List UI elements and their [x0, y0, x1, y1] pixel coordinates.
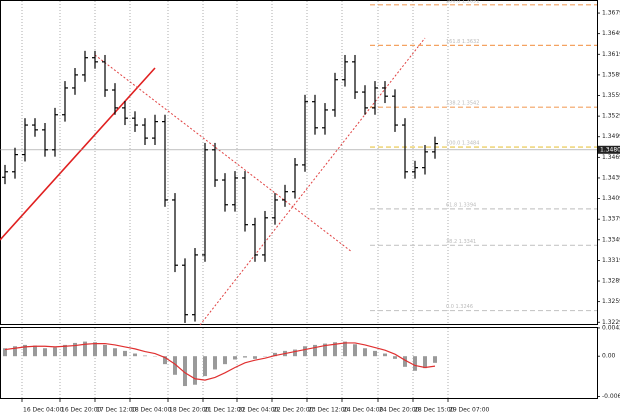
trend-line — [0, 67, 156, 241]
histogram-bar — [173, 356, 177, 375]
bid-box — [598, 145, 620, 154]
x-tick-label: 17 Dec 12:00 — [96, 407, 137, 414]
y-tick-label: 1.3649 — [602, 30, 620, 37]
histogram-bar — [353, 344, 357, 357]
y-tick-label: 1.3439 — [602, 174, 620, 181]
histogram-bar — [223, 356, 227, 365]
histogram-bar — [313, 344, 317, 357]
histogram-bar — [413, 356, 417, 371]
x-tick-label: 24 Dec 20:00 — [379, 407, 420, 414]
histogram-bar — [23, 344, 27, 357]
price-pane — [0, 0, 598, 325]
histogram-bar — [423, 356, 427, 369]
y-tick-label: 1.3589 — [602, 71, 620, 78]
histogram-bar — [393, 356, 397, 359]
fib-label: 200.0 1.3691 — [446, 0, 479, 4]
histogram-bar — [163, 356, 167, 365]
y-tick-label: 1.3499 — [602, 133, 620, 140]
x-tick-label: 18 Dec 20:00 — [169, 407, 210, 414]
trend-line — [199, 37, 426, 326]
histogram-bar — [93, 342, 97, 357]
histogram-bar — [143, 355, 147, 357]
x-tick-label: 22 Dec 04:00 — [238, 407, 279, 414]
y-tick-label: 0.00426 — [602, 324, 620, 331]
histogram-bar — [83, 341, 87, 357]
y-tick-label: 1.3229 — [602, 319, 620, 326]
y-tick-label: 1.3319 — [602, 257, 620, 264]
fib-label: 161.8 1.3632 — [446, 39, 479, 45]
histogram-bar — [183, 356, 187, 387]
macd-pane — [0, 327, 598, 399]
histogram-bar — [383, 353, 387, 357]
histogram-bar — [33, 345, 37, 357]
signal-line — [4, 342, 436, 381]
histogram-bar — [113, 348, 117, 357]
x-tick-label: 16 Dec 04:00 — [23, 407, 64, 414]
fib-label: 138.2 1.3542 — [446, 101, 479, 107]
y-tick-label: 1.3349 — [602, 236, 620, 243]
y-tick-label: 1.3679 — [602, 10, 620, 17]
fib-label: 61.8 1.3394 — [446, 202, 476, 208]
histogram-bar — [63, 344, 67, 357]
y-tick-label: 1.3619 — [602, 51, 620, 58]
y-tick-label: 1.3559 — [602, 92, 620, 99]
histogram-bar — [243, 356, 247, 358]
histogram-bar — [273, 352, 277, 357]
fib-label: 0.0 1.3246 — [446, 304, 473, 310]
y-tick-label: 1.3259 — [602, 298, 620, 305]
y-tick-label: 1.3379 — [602, 216, 620, 223]
histogram-bar — [253, 356, 257, 359]
histogram-bar — [213, 356, 217, 370]
histogram-bar — [433, 356, 437, 363]
x-tick-label: 22 Dec 20:00 — [273, 407, 314, 414]
y-tick-label: 1.3529 — [602, 113, 620, 120]
histogram-bar — [193, 356, 197, 385]
histogram-bar — [343, 341, 347, 357]
x-tick-label: 16 Dec 20:00 — [61, 407, 102, 414]
histogram-bar — [103, 344, 107, 357]
histogram-bar — [403, 356, 407, 367]
histogram-bar — [233, 356, 237, 360]
y-tick-label: 1.3409 — [602, 195, 620, 202]
x-tick-label: 29 Dec 07:00 — [449, 407, 490, 414]
histogram-bar — [323, 343, 327, 357]
histogram-bar — [73, 342, 77, 357]
histogram-bar — [203, 356, 207, 377]
fib-label: 38.2 1.3341 — [446, 239, 476, 245]
x-tick-label: 24 Dec 04:00 — [343, 407, 384, 414]
trend-line — [94, 54, 353, 253]
fib-label: 100.0 1.3484 — [446, 141, 479, 147]
x-tick-label: 18 Dec 04:00 — [131, 407, 172, 414]
y-tick-label: 0.00 — [602, 353, 616, 360]
x-tick-label: 21 Dec 12:00 — [204, 407, 245, 414]
histogram-bar — [123, 350, 127, 357]
x-tick-label: 23 Dec 12:00 — [308, 407, 349, 414]
histogram-bar — [373, 350, 377, 357]
histogram-bar — [293, 349, 297, 357]
y-tick-label: 1.3469 — [602, 154, 620, 161]
histogram-bar — [333, 342, 337, 357]
bid-label: 1.3480 — [600, 146, 620, 153]
histogram-bar — [133, 353, 137, 357]
histogram-bar — [13, 346, 17, 357]
histogram-bar — [43, 348, 47, 357]
y-tick-label: -0.00609 — [602, 393, 620, 400]
histogram-bar — [303, 346, 307, 357]
histogram-bar — [363, 348, 367, 357]
histogram-bar — [53, 347, 57, 357]
histogram-bar — [3, 348, 7, 357]
x-tick-label: 28 Dec 15:00 — [414, 407, 455, 414]
y-tick-label: 1.3289 — [602, 278, 620, 285]
